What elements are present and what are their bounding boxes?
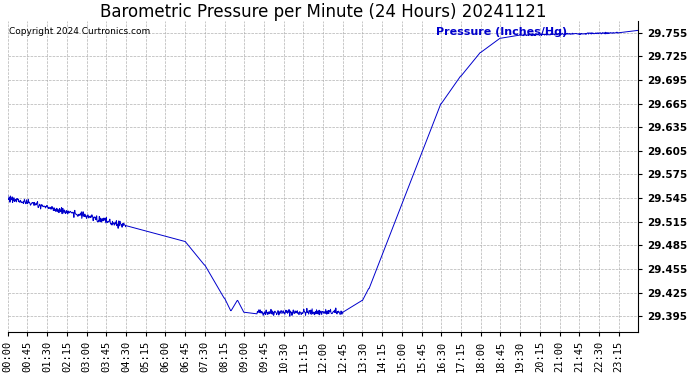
Title: Barometric Pressure per Minute (24 Hours) 20241121: Barometric Pressure per Minute (24 Hours… [99, 3, 546, 21]
Text: Pressure (Inches/Hg): Pressure (Inches/Hg) [436, 27, 567, 37]
Text: Copyright 2024 Curtronics.com: Copyright 2024 Curtronics.com [9, 27, 150, 36]
